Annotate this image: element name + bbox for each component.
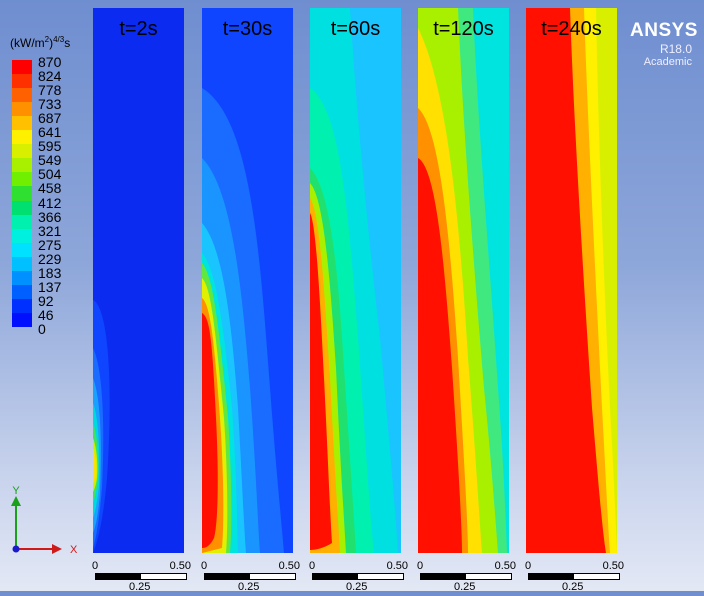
scale-mid-label: 0.25	[562, 581, 584, 593]
contour-plot-t2	[93, 8, 184, 553]
contour-panel-t240: t=240s	[526, 8, 617, 553]
color-scale-segment	[12, 228, 32, 244]
scale-start-label: 0	[309, 560, 316, 572]
axis-x-label: X	[70, 544, 78, 556]
color-scale-tick-label: 275	[38, 236, 62, 253]
scale-bar	[204, 573, 296, 580]
color-scale-tick-label: 504	[38, 166, 62, 183]
length-scale-2: 0 0.50 0.25	[201, 556, 300, 596]
color-scale-tick-label: 824	[38, 68, 62, 85]
legend-title-sup2: 4/3	[53, 35, 65, 44]
scale-bar	[312, 573, 404, 580]
panel-title-t120: t=120s	[433, 18, 494, 40]
color-scale-segment	[12, 256, 32, 272]
contour-plot-t120	[418, 8, 509, 553]
color-scale-segment	[12, 200, 32, 216]
color-scale-segment	[12, 158, 32, 173]
color-scale-segment	[12, 116, 32, 131]
contour-panel-t60: t=60s	[310, 8, 401, 553]
ansys-logo: ANSYS R18.0 Academic	[630, 20, 698, 68]
color-scale-segment	[12, 214, 32, 230]
scale-start-label: 0	[92, 560, 99, 572]
color-scale-segment	[12, 144, 32, 159]
color-scale-segment	[12, 312, 32, 328]
scale-mid-label: 0.25	[238, 581, 260, 593]
contour-plot-t240	[526, 8, 617, 553]
color-scale-bar	[12, 60, 32, 328]
scale-start-label: 0	[525, 560, 532, 572]
brand-version: R18.0	[659, 42, 692, 56]
contour-plot-t60	[310, 8, 401, 553]
color-scale-tick-label: 0	[38, 321, 46, 337]
panel-title-t30: t=30s	[222, 18, 273, 40]
color-scale-segment	[12, 60, 32, 75]
scale-mid-label: 0.25	[454, 581, 476, 593]
panel-title-t2: t=2s	[119, 18, 158, 40]
color-scale-segment	[12, 186, 32, 202]
length-scale-5: 0 0.50 0.25	[525, 556, 624, 596]
axis-y-label: Y	[12, 485, 20, 497]
color-scale-segment	[12, 130, 32, 145]
color-scale-segment	[12, 88, 32, 103]
legend-title-mid: )	[49, 36, 54, 50]
scale-bar	[528, 573, 620, 580]
color-scale-segment	[12, 270, 32, 286]
color-scale-tick-label: 92	[38, 292, 54, 309]
legend-title-sup1: 2	[44, 35, 50, 44]
brand-edition: Academic	[643, 56, 692, 68]
scale-start-label: 0	[417, 560, 424, 572]
color-scale-tick-label: 733	[38, 96, 62, 113]
color-scale-segment	[12, 298, 32, 314]
color-scale-tick-label: 137	[38, 278, 62, 295]
color-scale-tick-label: 412	[38, 194, 62, 211]
length-scale-3: 0 0.50 0.25	[309, 556, 408, 596]
color-scale-segment	[12, 284, 32, 300]
scale-bar	[420, 573, 512, 580]
color-scale-tick-label: 778	[38, 82, 62, 99]
contour-plot-t30	[202, 8, 293, 553]
brand-name: ANSYS	[630, 20, 698, 41]
color-scale-segment	[12, 172, 32, 187]
scale-end-label: 0.50	[278, 560, 300, 572]
color-scale-tick-label: 549	[38, 152, 62, 169]
color-scale-tick-label: 229	[38, 250, 62, 267]
scale-mid-label: 0.25	[346, 581, 368, 593]
length-scale-1: 0 0.50 0.25	[92, 556, 191, 596]
color-scale-segment	[12, 242, 32, 258]
color-scale-tick-label: 458	[38, 180, 62, 197]
scale-start-label: 0	[201, 560, 208, 572]
panel-title-t60: t=60s	[330, 18, 381, 40]
scale-end-label: 0.50	[386, 560, 408, 572]
color-scale-segment	[12, 102, 32, 117]
panel-title-t240: t=240s	[541, 18, 602, 40]
color-scale-segment	[12, 74, 32, 89]
axis-triad-icon: Y X	[11, 485, 78, 556]
color-scale-tick-label: 321	[38, 222, 62, 239]
scale-end-label: 0.50	[602, 560, 624, 572]
legend-title-text: (kW/m	[10, 36, 45, 50]
color-scale-tick-label: 870	[38, 54, 62, 70]
color-scale-tick-label: 595	[38, 138, 62, 155]
contour-panel-t30: t=30s	[202, 8, 293, 553]
legend-title: (kW/m2)4/3s	[10, 35, 70, 50]
color-scale-tick-label: 687	[38, 110, 62, 127]
contour-panel-t120: t=120s	[418, 8, 509, 553]
contour-panel-t2: t=2s	[93, 8, 184, 553]
color-scale-tick-label: 46	[38, 306, 54, 323]
scale-mid-label: 0.25	[129, 581, 151, 593]
color-scale-tick-label: 366	[38, 208, 62, 225]
scale-end-label: 0.50	[169, 560, 191, 572]
color-scale-tick-label: 641	[38, 124, 62, 141]
length-scale-4: 0 0.50 0.25	[417, 556, 516, 596]
legend-title-end: s	[64, 36, 71, 50]
scale-bar	[95, 573, 187, 580]
color-scale-tick-label: 183	[38, 264, 62, 281]
scale-end-label: 0.50	[494, 560, 516, 572]
